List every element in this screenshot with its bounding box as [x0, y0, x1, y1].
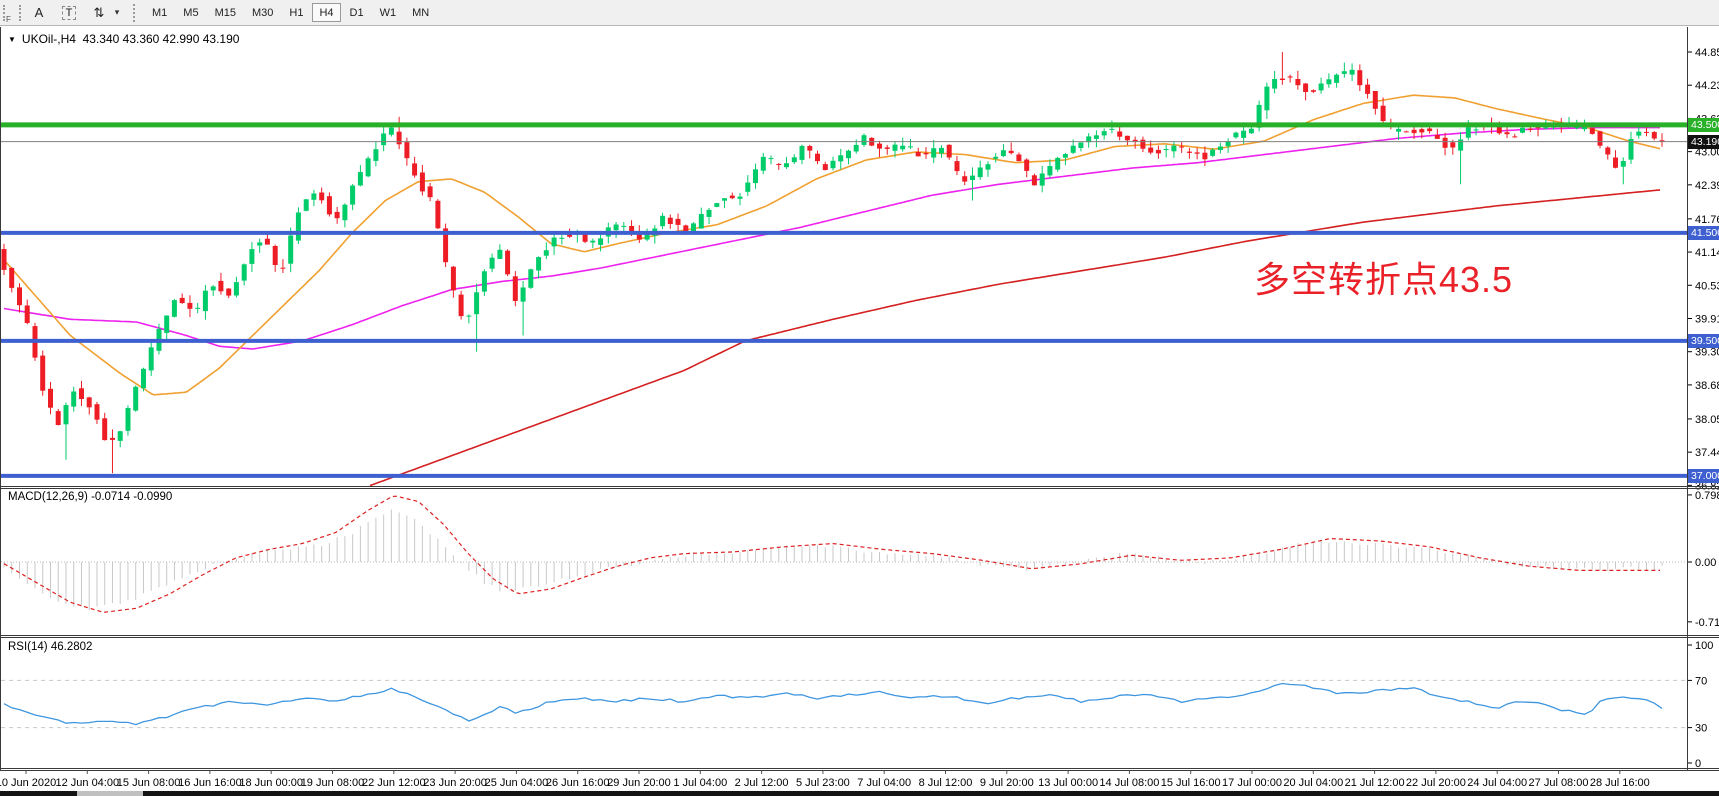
text-label-tool[interactable]: A — [27, 2, 51, 24]
time-tick-label: 16 Jun 16:00 — [178, 777, 242, 789]
price-tick-label: 38.685 — [1695, 380, 1719, 392]
time-tick-label: 9 Jul 20:00 — [980, 777, 1034, 789]
time-tick-label: 15 Jul 16:00 — [1161, 777, 1221, 789]
price-tick-label: 43.005 — [1695, 147, 1719, 159]
text-label-icon: A — [34, 5, 44, 20]
macd-histogram — [3, 509, 1663, 610]
price-tick-label: 37.440 — [1695, 447, 1719, 459]
rsi-tick-label: 0 — [1695, 758, 1701, 770]
time-tick-label: 5 Jul 23:00 — [796, 777, 850, 789]
ma-slow-red — [369, 189, 1661, 487]
time-tick-label: 26 Jun 16:00 — [546, 777, 610, 789]
rsi-value: 46.2802 — [50, 641, 93, 653]
h-scrollbar-thumb[interactable] — [77, 791, 143, 796]
price-badge-43.500: 43.500 — [1688, 118, 1719, 132]
time-tick-label: 29 Jun 20:00 — [607, 777, 671, 789]
price-tick-label: 39.915 — [1695, 313, 1719, 325]
time-tick-label: 1 Jul 04:00 — [673, 777, 727, 789]
price-tick-label: 41.145 — [1695, 247, 1719, 259]
time-tick-label: 12 Jun 04:00 — [55, 777, 119, 789]
rsi-line — [3, 682, 1663, 726]
time-tick-label: 20 Jul 04:00 — [1283, 777, 1343, 789]
time-tick-label: 15 Jun 08:00 — [117, 777, 181, 789]
time-tick-label: 8 Jul 12:00 — [919, 777, 973, 789]
time-tick-label: 28 Jul 16:00 — [1590, 777, 1650, 789]
timeframe-m5[interactable]: M5 — [176, 3, 205, 22]
macd-tick-label: 0.7986 — [1695, 490, 1719, 502]
rsi-tick-label: 30 — [1695, 723, 1707, 735]
timeframe-m1[interactable]: M1 — [145, 3, 174, 22]
timeframe-h1[interactable]: H1 — [282, 3, 310, 22]
timeframe-d1[interactable]: D1 — [343, 3, 371, 22]
time-tick-label: 2 Jul 12:00 — [735, 777, 789, 789]
symbol-period-label: UKOil-,H4 — [21, 32, 76, 46]
candles[interactable] — [1, 52, 1665, 474]
timeframe-h4[interactable]: H4 — [312, 3, 341, 22]
ohlc-values: 43.340 43.360 42.990 43.190 — [82, 32, 240, 46]
time-tick-label: 17 Jul 00:00 — [1222, 777, 1282, 789]
rsi-name: RSI(14) — [8, 641, 48, 653]
rsi-label: RSI(14) 46.2802 — [8, 641, 92, 653]
price-tick-label: 39.300 — [1695, 347, 1719, 359]
price-badge-41.500: 41.500 — [1688, 226, 1719, 240]
time-tick-label: 22 Jul 20:00 — [1406, 777, 1466, 789]
h-scrollbar-track[interactable] — [0, 791, 1719, 796]
price-tick-label: 44.850 — [1695, 47, 1719, 59]
price-tick-label: 38.055 — [1695, 414, 1719, 426]
timeframe-w1[interactable]: W1 — [373, 3, 404, 22]
time-tick-label: 10 Jun 2020 — [0, 777, 56, 789]
price-badge-37.000: 37.000 — [1688, 469, 1719, 483]
toolbar-grip[interactable]: F — [3, 4, 21, 24]
timeframe-m30[interactable]: M30 — [245, 3, 280, 22]
rsi-tick-label: 100 — [1695, 640, 1713, 652]
macd-tick-label: -0.7124 — [1695, 617, 1719, 629]
timeframe-m15[interactable]: M15 — [208, 3, 243, 22]
toolbar-separator — [133, 3, 138, 22]
macd-tick-label: 0.00 — [1695, 557, 1716, 569]
price-tick-label: 41.760 — [1695, 214, 1719, 226]
macd-signal-line — [3, 495, 1660, 613]
time-tick-label: 7 Jul 04:00 — [857, 777, 911, 789]
price-badge-43.190: 43.190 — [1688, 135, 1719, 149]
arrows-icon: ⇅ — [93, 4, 105, 20]
time-tick-label: 14 Jul 08:00 — [1099, 777, 1159, 789]
collapse-triangle-icon[interactable]: ▼ — [8, 35, 16, 44]
price-badge-39.500: 39.500 — [1688, 334, 1719, 348]
price-tick-label: 40.530 — [1695, 280, 1719, 292]
time-tick-label: 24 Jul 04:00 — [1467, 777, 1527, 789]
chevron-down-icon: ▾ — [114, 7, 120, 17]
time-tick-label: 22 Jun 12:00 — [362, 777, 426, 789]
toolbar: F A T ⇅ ▾ M1 M5 M15 M30 H1 H4 D1 W1 MN — [0, 0, 1719, 26]
time-tick-label: 19 Jun 08:00 — [301, 777, 365, 789]
time-tick-label: 27 Jul 08:00 — [1529, 777, 1589, 789]
time-tick-label: 25 Jun 04:00 — [485, 777, 549, 789]
toolbar-grip-label: F — [6, 14, 11, 24]
price-tick-label: 44.235 — [1695, 80, 1719, 92]
macd-label: MACD(12,26,9) -0.0714 -0.0990 — [8, 491, 172, 503]
chart-title: ▼ UKOil-,H4 43.340 43.360 42.990 43.190 — [8, 32, 239, 46]
ma-mid-magenta — [3, 126, 1660, 350]
text-box-icon: T — [61, 5, 77, 20]
text-box-tool[interactable]: T — [57, 2, 81, 24]
arrows-tool[interactable]: ⇅ — [87, 2, 111, 24]
time-tick-label: 23 Jun 20:00 — [423, 777, 487, 789]
rsi-tick-label: 70 — [1695, 675, 1707, 687]
macd-values: -0.0714 -0.0990 — [91, 491, 173, 503]
arrows-dropdown[interactable]: ▾ — [111, 2, 123, 24]
time-tick-label: 13 Jul 00:00 — [1038, 777, 1098, 789]
timeframe-mn[interactable]: MN — [405, 3, 436, 22]
time-tick-label: 21 Jul 12:00 — [1345, 777, 1405, 789]
ma-fast-orange — [3, 94, 1661, 396]
time-tick-label: 18 Jun 00:00 — [239, 777, 303, 789]
price-tick-label: 42.390 — [1695, 180, 1719, 192]
chart-annotation-text[interactable]: 多空转折点43.5 — [1254, 259, 1514, 300]
macd-name: MACD(12,26,9) — [8, 491, 88, 503]
